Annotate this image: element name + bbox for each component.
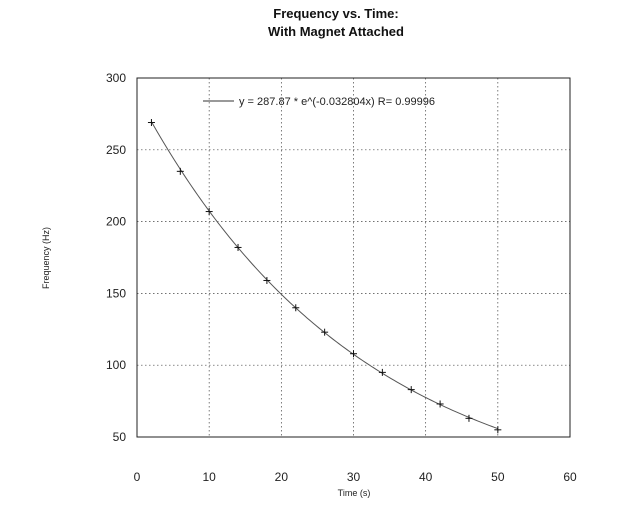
y-tick-label: 200 [106,215,126,229]
data-point [436,400,444,408]
x-tick-label: 30 [347,470,361,484]
data-point [205,208,213,216]
legend-fit-label: y = 287.87 * e^(-0.032804x) R= 0.99996 [239,96,435,108]
data-point [407,386,415,394]
fit-curve [150,121,499,430]
x-tick-label: 50 [491,470,505,484]
data-point [321,328,329,336]
y-tick-label: 150 [106,286,126,300]
data-point [176,167,184,175]
y-axis-label: Frequency (Hz) [41,227,51,289]
x-tick-label: 0 [134,470,141,484]
x-tick-label: 10 [202,470,216,484]
data-points [147,119,502,434]
chart-title: Frequency vs. Time: [273,6,398,21]
y-tick-label: 250 [106,143,126,157]
data-point [292,304,300,312]
data-point [465,414,473,422]
data-point [263,276,271,284]
x-axis-label: Time (s) [338,488,371,498]
data-point [147,119,155,127]
x-tick-label: 20 [275,470,289,484]
y-tick-label: 50 [113,430,127,444]
grid [137,78,570,437]
data-point [494,426,502,434]
data-point [378,368,386,376]
legend: y = 287.87 * e^(-0.032804x) R= 0.99996 [203,96,435,108]
data-point [234,243,242,251]
x-tick-label: 40 [419,470,433,484]
y-tick-label: 300 [106,71,126,85]
data-point [350,350,357,358]
y-tick-label: 100 [106,358,126,372]
plot-frame [136,77,571,438]
x-axis: 0 10 20 30 40 50 60 [134,470,577,484]
chart-subtitle: With Magnet Attached [268,24,404,39]
y-axis: 50 100 150 200 250 300 [106,71,126,444]
x-tick-label: 60 [563,470,577,484]
